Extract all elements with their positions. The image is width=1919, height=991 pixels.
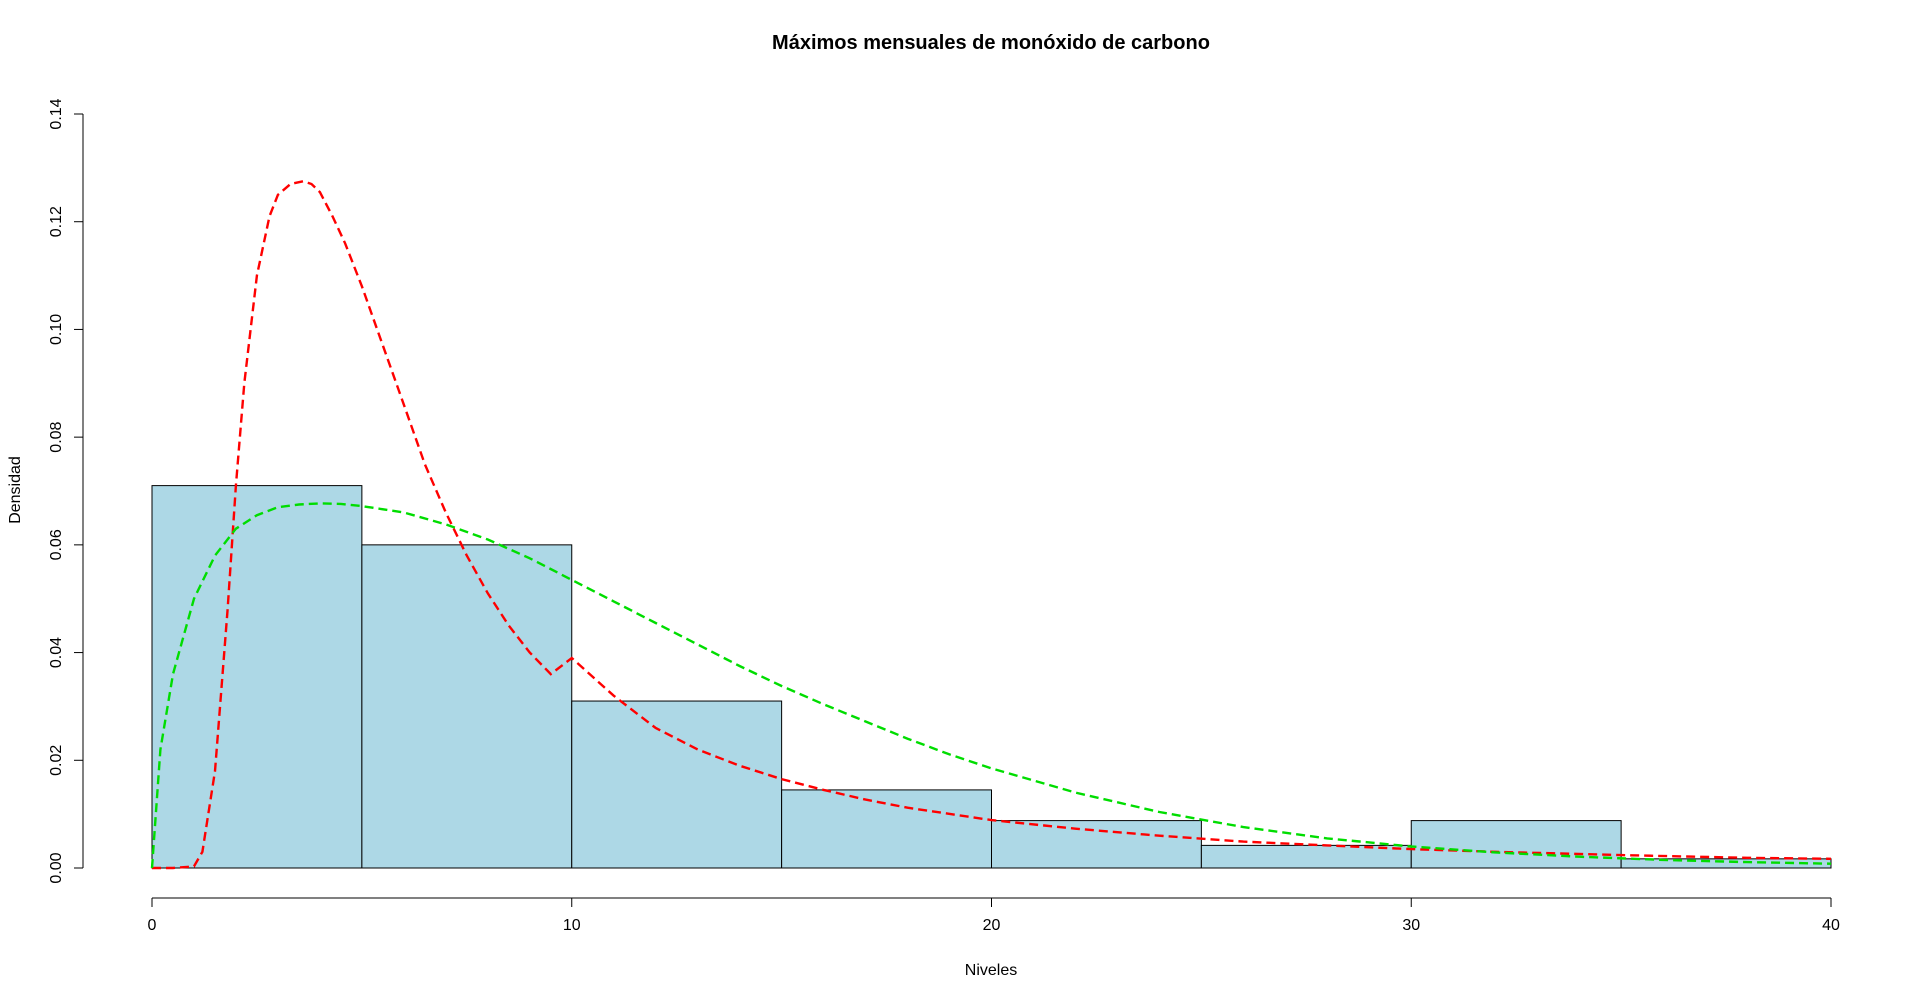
x-axis-label: Niveles xyxy=(965,962,1017,979)
x-tick-label: 30 xyxy=(1402,917,1420,934)
histogram-bar-1 xyxy=(361,544,573,869)
histogram-bar-0 xyxy=(151,485,363,869)
y-tick-label: 0.06 xyxy=(48,529,65,560)
y-axis: 0.00 0.02 0.04 0.06 0.08 0.10 0.12 0.14 xyxy=(48,98,84,884)
histogram-bar-6 xyxy=(1410,820,1622,869)
y-tick-label: 0.14 xyxy=(48,98,65,129)
y-tick-label: 0.12 xyxy=(48,206,65,237)
y-tick-label: 0.00 xyxy=(48,852,65,883)
y-tick-label: 0.10 xyxy=(48,314,65,345)
x-tick-label: 40 xyxy=(1822,917,1840,934)
x-axis: 0 10 20 30 40 xyxy=(148,897,1840,934)
y-tick-label: 0.02 xyxy=(48,745,65,776)
histogram-bar-2 xyxy=(571,700,783,869)
x-tick-label: 0 xyxy=(148,917,157,934)
x-tick-label: 20 xyxy=(983,917,1001,934)
y-tick-label: 0.08 xyxy=(48,421,65,452)
histogram-bar-3 xyxy=(781,789,992,869)
y-axis-label: Densidad xyxy=(7,456,24,524)
histogram-bar-4 xyxy=(991,820,1202,869)
histogram-bars xyxy=(151,485,1832,869)
density-curve-1 xyxy=(150,502,1832,869)
density-curve-0 xyxy=(152,180,1832,870)
y-tick-label: 0.04 xyxy=(48,637,65,668)
x-tick-label: 10 xyxy=(563,917,581,934)
chart-title: Máximos mensuales de monóxido de carbono xyxy=(772,32,1210,54)
density-curves xyxy=(150,180,1832,870)
